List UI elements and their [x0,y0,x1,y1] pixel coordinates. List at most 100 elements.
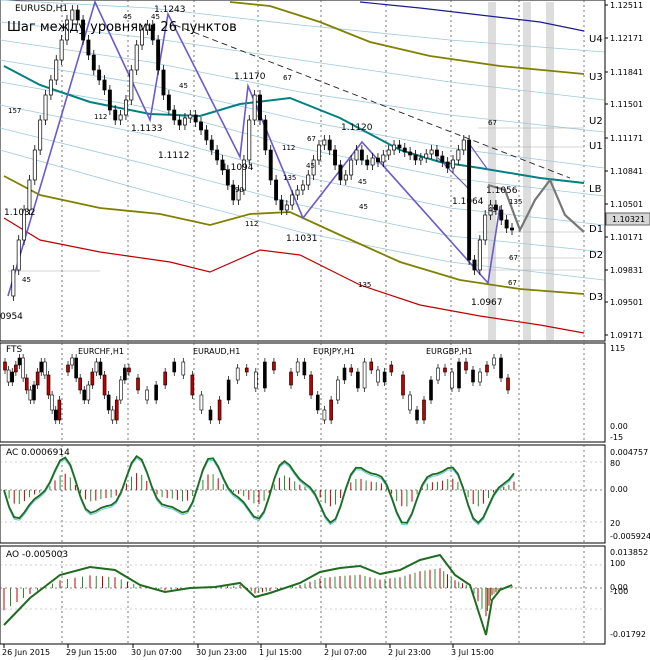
fts-candle-body [295,361,300,373]
candle-body [504,219,509,229]
fts-market-label: EURAUD,H1 [193,347,240,356]
candle-body [215,149,220,161]
level-count-label: 67 [307,135,316,143]
projection-band-1 [523,2,531,340]
level-count-label: 45 [358,178,367,186]
fts-candle-body [28,389,33,401]
fts-candle-body [429,379,433,401]
swing-price-label: 1.1064 [452,197,484,207]
level-count-label: 112 [94,113,107,121]
level-count-label: 67 [488,119,497,127]
fts-candle-body [123,367,127,381]
fts-candle-body [78,377,82,391]
current-price-tag [605,212,650,226]
fts-scale-label: 115 [610,344,625,353]
fts-candle-body [127,367,131,373]
candle-body [279,199,284,211]
candle-body [392,144,396,151]
level-count-label: 67 [508,279,517,287]
swing-price-label: 1.1056 [486,186,518,196]
fts-candle-body [70,357,74,366]
swing-price-label: 1.1094 [222,163,254,173]
fts-candle-body [302,361,307,376]
candle-body [16,239,21,271]
candle-body [59,39,64,61]
fts-candle-body [471,369,475,383]
candle-body [317,144,321,161]
fts-candle-body [450,371,454,389]
fan-channel-line-7 [0,149,605,281]
price-scale-label: 1.11171 [610,134,643,143]
level-label-d3: D3 [589,292,603,303]
fts-candle-body [145,389,149,401]
level-count-label: 67 [283,74,292,82]
candle-body [48,79,53,96]
candle-body [370,157,375,166]
ac-scale-label: 20 [610,519,620,528]
level-count-label: 45 [151,13,160,21]
candle-body [156,39,161,71]
candle-body [166,94,171,111]
fts-candle-body [309,374,313,396]
fts-candle-body [315,394,320,411]
time-axis-label: 30 Jun 07:00 [131,648,182,657]
fts-candle-body [66,364,70,373]
band-u4 [359,1,585,32]
candle-body [177,119,182,126]
zigzag-line [7,0,501,297]
candle-body [365,159,370,166]
current-price-label: 1.10321 [612,215,645,224]
candle-body [140,29,144,46]
level-label-u2: U2 [589,116,603,127]
candle-body [247,119,252,161]
candle-body [86,39,91,56]
candle-body [11,269,16,297]
swing-price-label: 1.0967 [471,298,503,308]
candle-body [97,69,102,81]
fts-market-label: EURJPY,H1 [313,347,355,356]
fts-candle-body [86,384,91,401]
candle-body [440,155,445,163]
fts-candle-body [244,367,249,373]
projection-path [487,177,585,233]
fts-candle-body [464,361,468,371]
candle-body [150,24,155,41]
price-scale-label: 1.09831 [610,266,643,275]
candle-body [413,154,418,161]
level-label-u1: U1 [589,141,603,152]
level-step-caption: Шаг между уровнями 26 пунктов [7,20,237,35]
symbol-label: EURUSD,H1 [15,4,69,14]
time-axis-label: 2 Jul 23:00 [388,648,431,657]
fts-candle-body [35,371,40,386]
fts-candle-body [190,374,195,396]
fan-channel-line-5 [0,104,605,226]
ac-scale-label: 0.004757 [610,448,648,457]
candle-body [188,114,193,119]
candle-body [252,94,257,121]
candle-body [258,94,262,121]
candle-body [268,149,273,181]
level-count-label: 90 [235,186,244,194]
fts-title: FTS [6,345,23,355]
candle-body [381,154,386,163]
candle-body [451,159,455,169]
candle-body [343,174,348,181]
candle-body [118,114,123,121]
fts-candle-body [408,394,412,411]
candle-body [102,79,107,91]
ac-title: AC 0.0006914 [6,448,70,458]
fts-candle-body [114,399,119,421]
candle-body [129,69,134,101]
fts-candle-body [226,379,231,401]
level-count-label: 112 [282,144,295,152]
fts-candle-body [235,367,240,381]
fts-candle-body [10,371,15,383]
trend-line [174,24,571,179]
time-axis-label: 26 Jun 2015 [2,648,50,657]
candle-body [510,227,514,231]
level-label-d1: D1 [589,224,603,235]
fan-channel-line-1 [0,21,605,101]
fan-channel-line-6 [0,127,605,253]
